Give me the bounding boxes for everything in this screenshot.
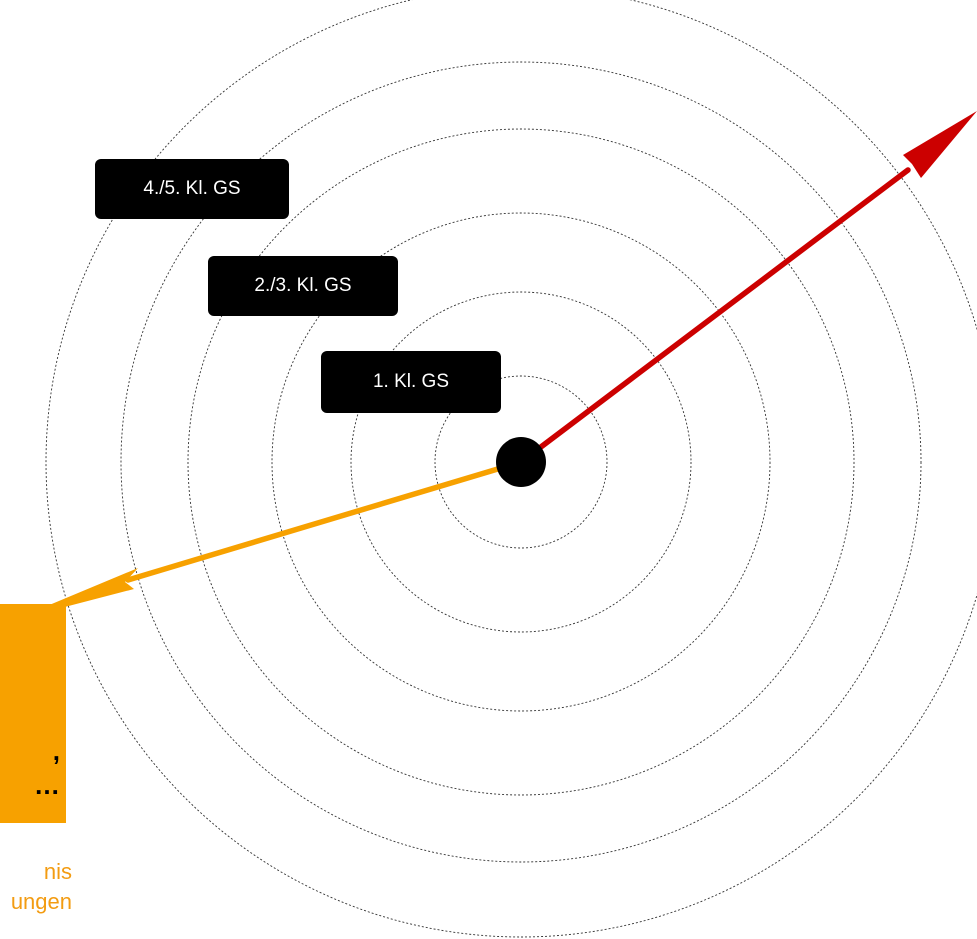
- orange-box-text-1: ,: [52, 736, 60, 766]
- red-arrow: [518, 111, 977, 465]
- label-level-3-text: 4./5. Kl. GS: [143, 178, 241, 199]
- label-level-1-text: 1. Kl. GS: [372, 371, 450, 392]
- ring-3: [271, 212, 771, 712]
- label-level-3: 4./5. Kl. GS: [95, 159, 289, 219]
- label-level-2: 2./3. Kl. GS: [208, 256, 398, 316]
- label-level-1: 1. Kl. GS: [321, 351, 501, 413]
- orange-box-text-2: …: [34, 770, 60, 800]
- center-dot: [496, 437, 546, 487]
- ring-5: [120, 61, 922, 863]
- orange-info-box: , …: [0, 604, 66, 823]
- orange-caption-line-2: ungen: [10, 889, 72, 914]
- orange-caption-line-1: nis: [43, 859, 72, 884]
- ring-4: [187, 128, 855, 796]
- ring-2: [350, 291, 692, 633]
- ring-6: [45, 0, 977, 938]
- label-level-2-text: 2./3. Kl. GS: [254, 275, 352, 296]
- red-arrowhead-icon: [903, 111, 977, 178]
- orange-arrow: [11, 459, 524, 621]
- ring-1: [434, 375, 608, 549]
